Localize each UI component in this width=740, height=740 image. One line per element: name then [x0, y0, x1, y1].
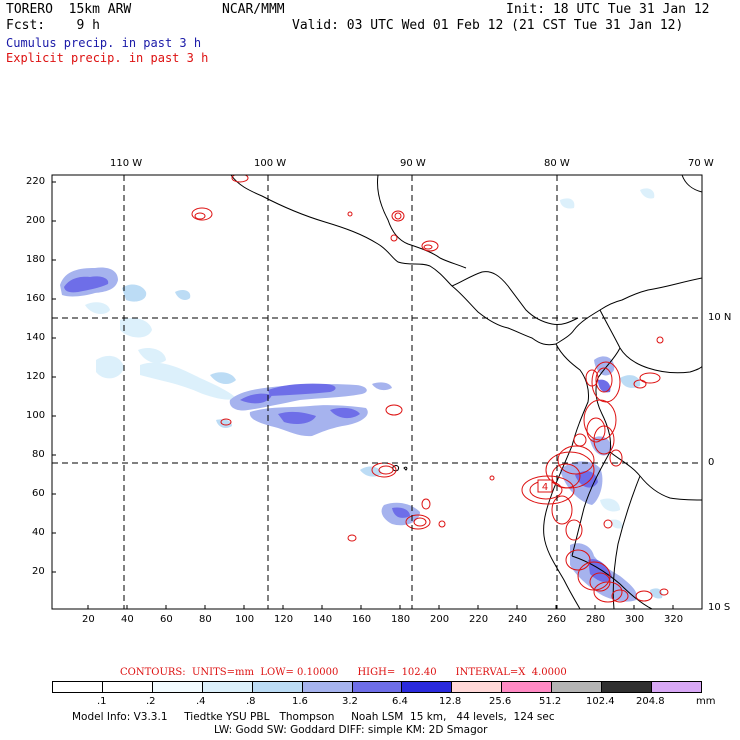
x-tick-label: 220 [469, 614, 489, 625]
x-tick-label: 100 [235, 614, 255, 625]
colorbar-swatch [53, 682, 103, 692]
colorbar-swatch [202, 682, 253, 692]
x-tick-label: 320 [664, 614, 684, 625]
colorbar-label: 12.8 [439, 696, 462, 707]
colorbar-swatch [602, 682, 653, 692]
model-info-line1: Model Info: V3.3.1 Tiedtke YSU PBL Thomp… [72, 711, 555, 723]
lat-label-equator: 0 [708, 457, 715, 468]
y-tick-label: 80 [32, 449, 45, 460]
lon-label-100w: 100 W [254, 158, 287, 169]
y-tick-label: 140 [26, 332, 46, 343]
lon-label-90w: 90 W [400, 158, 426, 169]
lat-label-10n: 10 N [708, 312, 732, 323]
y-tick-label: 180 [26, 254, 46, 265]
init-time: Init: 18 UTC Tue 31 Jan 12 [506, 2, 710, 17]
cumulus-precip-label: Cumulus precip. in past 3 h [6, 36, 202, 50]
x-tick-label: 60 [160, 614, 173, 625]
x-tick-label: 40 [121, 614, 134, 625]
x-tick-label: 240 [508, 614, 528, 625]
cumulus-precip-areas [60, 188, 663, 602]
y-tick-label: 220 [26, 176, 46, 187]
y-tick-label: 200 [26, 215, 46, 226]
colorbar-swatch [452, 682, 503, 692]
lat-label-10s: 10 S [708, 602, 731, 613]
axis-ticks [52, 181, 674, 609]
colorbar-label: 3.2 [342, 696, 358, 707]
x-tick-label: 140 [313, 614, 333, 625]
colorbar-swatch [352, 682, 403, 692]
colorbar-label: .1 [97, 696, 107, 707]
contour-label: 4 [542, 482, 548, 493]
lon-label-110w: 110 W [110, 158, 143, 169]
colorbar-label: 6.4 [392, 696, 408, 707]
explicit-precip-label: Explicit precip. in past 3 h [6, 51, 209, 65]
x-tick-label: 280 [586, 614, 606, 625]
colorbar-swatch [402, 682, 453, 692]
organization-label: NCAR/MMM [222, 2, 285, 17]
y-tick-label: 160 [26, 293, 46, 304]
explicit-precip-contours [191, 175, 669, 603]
lon-label-80w: 80 W [544, 158, 570, 169]
x-tick-label: 180 [391, 614, 411, 625]
x-tick-label: 200 [430, 614, 450, 625]
colorbar-label: 204.8 [636, 696, 665, 707]
colorbar-label: 102.4 [586, 696, 615, 707]
contour-info: CONTOURS: UNITS=mm LOW= 0.10000 HIGH= 10… [120, 667, 567, 678]
model-title: TORERO 15km ARW [6, 2, 132, 17]
x-tick-label: 120 [274, 614, 294, 625]
x-tick-label: 160 [352, 614, 372, 625]
colorbar-label: 25.6 [489, 696, 512, 707]
x-tick-label: 20 [82, 614, 95, 625]
y-tick-label: 120 [26, 371, 46, 382]
colorbar-swatch [102, 682, 153, 692]
colorbar-swatch [152, 682, 203, 692]
y-tick-label: 60 [32, 488, 45, 499]
colorbar-label: 1.6 [292, 696, 308, 707]
lon-label-70w: 70 W [688, 158, 714, 169]
colorbar-swatch [252, 682, 303, 692]
y-tick-label: 20 [32, 566, 45, 577]
map-frame [51, 174, 703, 610]
x-tick-label: 260 [547, 614, 567, 625]
y-tick-label: 40 [32, 527, 45, 538]
colorbar-label: 51.2 [539, 696, 562, 707]
model-info-line2: LW: Godd SW: Goddard DIFF: simple KM: 2D… [214, 724, 488, 736]
forecast-hour: Fcst: 9 h [6, 18, 100, 33]
colorbar-swatch [552, 682, 603, 692]
colorbar-label: .4 [196, 696, 206, 707]
colorbar-swatch [652, 682, 701, 692]
colorbar-swatch [302, 682, 353, 692]
colorbar-label: .2 [146, 696, 156, 707]
y-tick-label: 100 [26, 410, 46, 421]
colorbar-unit: mm [696, 696, 716, 707]
color-bar [52, 681, 702, 693]
latlon-grid [52, 175, 702, 609]
colorbar-label: .8 [246, 696, 256, 707]
x-tick-label: 80 [199, 614, 212, 625]
x-tick-label: 300 [625, 614, 645, 625]
valid-time: Valid: 03 UTC Wed 01 Feb 12 (21 CST Tue … [292, 18, 684, 33]
colorbar-swatch [502, 682, 553, 692]
